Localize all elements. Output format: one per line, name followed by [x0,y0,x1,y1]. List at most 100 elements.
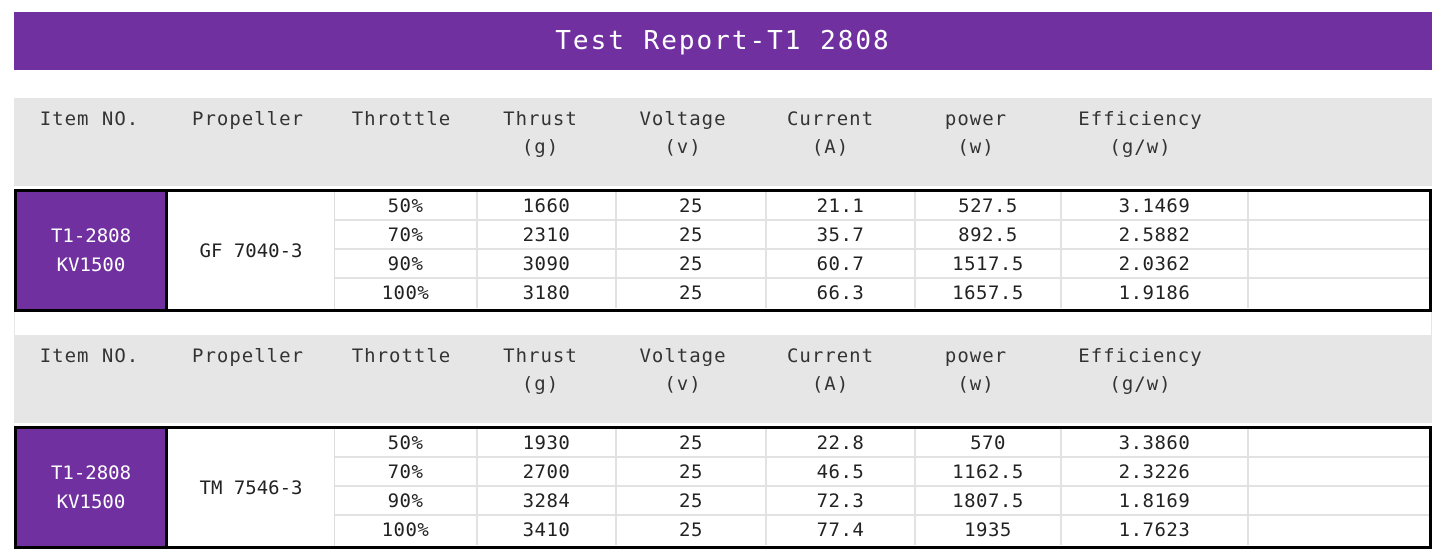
column-header: Current (A) [757,98,904,186]
empty-cell [1249,279,1429,308]
column-header: Efficiency (g/w) [1048,335,1233,423]
empty-cell [1249,250,1429,277]
test-data: T1-2808 KV1500 GF 7040-3 50% 1660 25 21.1 527.5… [14,189,1432,312]
table-cell: 25 [617,250,767,277]
column-header-label: power [944,108,1008,130]
table-cell: 25 [617,429,767,456]
column-header-label: Propeller [192,108,304,130]
table-cell: 90% [335,487,478,514]
column-header: power (w) [904,335,1048,423]
table-row: 70% 2310 25 35.7 892.5 2.5882 [335,221,1429,250]
table-cell: 100% [335,516,478,545]
table-cell: 46.5 [767,458,916,485]
empty-cell [1249,429,1429,456]
propeller-cell: GF 7040-3 [168,192,335,309]
table-header: Item NO. Propeller Throttle Thrust (g) Voltag… [14,98,1432,186]
item-number-cell: T1-2808 KV1500 [17,429,168,546]
table-row: 90% 3090 25 60.7 1517.5 2.0362 [335,250,1429,279]
table-cell: 1660 [478,192,617,219]
table-cell: 2.5882 [1062,221,1249,248]
table-cell: 77.4 [767,516,916,545]
column-header: Item NO. [14,98,165,186]
table-cell: 1657.5 [916,279,1062,308]
table-cell: 25 [617,279,767,308]
table-cell: 1930 [478,429,617,456]
column-header: Thrust (g) [472,98,609,186]
column-header-label: Item NO. [39,108,140,130]
column-header-label: Voltage [639,345,727,367]
column-header-label: power [944,345,1008,367]
table-cell: 2.0362 [1062,250,1249,277]
table-cell: 66.3 [767,279,916,308]
column-header-label: Propeller [192,345,304,367]
table-cell: 1.9186 [1062,279,1249,308]
column-header-label: Current [786,108,875,130]
table-cell: 50% [335,192,478,219]
table-cell: 3.1469 [1062,192,1249,219]
column-header-unit: (g/w) [1109,136,1172,158]
item-number-cell: T1-2808 KV1500 [17,192,168,309]
column-header: Thrust (g) [472,335,609,423]
column-header-unit: (g) [521,136,560,158]
table-cell: 35.7 [767,221,916,248]
column-header: Efficiency (g/w) [1048,98,1233,186]
table-cell: 527.5 [916,192,1062,219]
column-header: Voltage (v) [609,335,757,423]
table-cell: 70% [335,221,478,248]
column-header-label: Item NO. [39,345,140,367]
column-header: Throttle [331,98,472,186]
item-model: T1-2808 [50,224,132,247]
column-header-unit: (A) [811,136,850,158]
empty-cell [1249,487,1429,514]
test-block: Item NO. Propeller Throttle Thrust (g) Voltag… [14,98,1432,312]
table-row: 50% 1660 25 21.1 527.5 3.1469 [335,192,1429,221]
report-title: Test Report-T1 2808 [14,12,1432,70]
item-kv: KV1500 [56,253,126,276]
column-header: Voltage (v) [609,98,757,186]
table-row: 100% 3180 25 66.3 1657.5 1.9186 [335,279,1429,308]
table-cell: 25 [617,487,767,514]
table-cell: 90% [335,250,478,277]
table-cell: 100% [335,279,478,308]
table-cell: 1.8169 [1062,487,1249,514]
item-kv: KV1500 [56,490,126,513]
item-model: T1-2808 [50,461,132,484]
column-header-label: Thrust [503,108,578,130]
empty-cell [1249,458,1429,485]
column-header: Current (A) [757,335,904,423]
table-cell: 1935 [916,516,1062,545]
column-header-label: Voltage [639,108,727,130]
table-cell: 892.5 [916,221,1062,248]
column-header-unit: (g/w) [1109,373,1172,395]
column-header: Item NO. [14,335,165,423]
column-header-label: Efficiency [1078,108,1203,130]
table-cell: 3410 [478,516,617,545]
table-row: 90% 3284 25 72.3 1807.5 1.8169 [335,487,1429,516]
block-spacer [14,310,1432,335]
table-cell: 2310 [478,221,617,248]
column-header-label: Throttle [351,108,452,130]
table-cell: 22.8 [767,429,916,456]
column-header-unit: (v) [664,136,702,158]
column-header-label: Efficiency [1078,345,1203,367]
table-cell: 21.1 [767,192,916,219]
table-row: 50% 1930 25 22.8 570 3.3860 [335,429,1429,458]
table-cell: 570 [916,429,1062,456]
column-header-unit: (g) [521,373,560,395]
table-cell: 3284 [478,487,617,514]
column-header-label: Current [786,345,875,367]
table-cell: 3.3860 [1062,429,1249,456]
table-cell: 25 [617,516,767,545]
empty-cell [1249,221,1429,248]
column-header: Throttle [331,335,472,423]
column-header-unit: (A) [811,373,850,395]
table-cell: 2700 [478,458,617,485]
empty-cell [1249,516,1429,545]
test-data: T1-2808 KV1500 TM 7546-3 50% 1930 25 22.8 570 3.… [14,426,1432,549]
table-cell: 1162.5 [916,458,1062,485]
column-header-unit: (v) [664,373,702,395]
table-cell: 72.3 [767,487,916,514]
column-header-unit: (w) [957,136,995,158]
table-cell: 1.7623 [1062,516,1249,545]
table-cell: 25 [617,192,767,219]
